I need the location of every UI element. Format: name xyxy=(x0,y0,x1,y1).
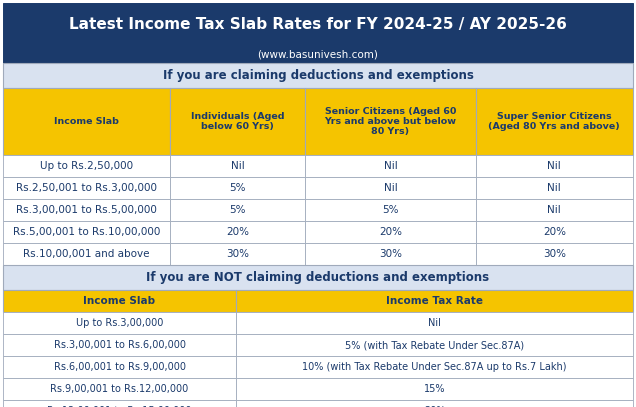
Bar xyxy=(170,221,305,243)
Bar xyxy=(170,243,305,265)
Text: 10% (with Tax Rebate Under Sec.87A up to Rs.7 Lakh): 10% (with Tax Rebate Under Sec.87A up to… xyxy=(302,362,567,372)
Text: 30%: 30% xyxy=(379,249,402,259)
Bar xyxy=(3,88,170,155)
Text: 20%: 20% xyxy=(424,406,445,407)
Text: Income Tax Rate: Income Tax Rate xyxy=(386,296,483,306)
Text: (www.basunivesh.com): (www.basunivesh.com) xyxy=(258,50,378,59)
Text: Nil: Nil xyxy=(231,161,245,171)
Text: Rs.12,00,001 to Rs.15,00,000: Rs.12,00,001 to Rs.15,00,000 xyxy=(47,406,192,407)
Bar xyxy=(3,177,170,199)
Text: 30%: 30% xyxy=(543,249,566,259)
Text: Nil: Nil xyxy=(548,183,561,193)
Bar xyxy=(305,88,476,155)
Text: Nil: Nil xyxy=(548,161,561,171)
Text: Rs.2,50,001 to Rs.3,00,000: Rs.2,50,001 to Rs.3,00,000 xyxy=(16,183,157,193)
Bar xyxy=(170,177,305,199)
Text: Income Slab: Income Slab xyxy=(83,296,156,306)
Bar xyxy=(476,177,633,199)
Text: Nil: Nil xyxy=(384,161,398,171)
Text: Nil: Nil xyxy=(428,318,441,328)
Text: Rs.9,00,001 to Rs.12,00,000: Rs.9,00,001 to Rs.12,00,000 xyxy=(50,384,189,394)
Bar xyxy=(305,177,476,199)
Text: Up to Rs.2,50,000: Up to Rs.2,50,000 xyxy=(40,161,133,171)
Bar xyxy=(3,46,633,63)
Bar xyxy=(3,3,633,46)
Bar xyxy=(476,221,633,243)
Bar xyxy=(236,356,633,378)
Bar xyxy=(3,290,236,312)
Text: 20%: 20% xyxy=(226,227,249,237)
Bar xyxy=(236,334,633,356)
Text: 15%: 15% xyxy=(424,384,445,394)
Text: 5%: 5% xyxy=(382,205,399,215)
Bar xyxy=(305,155,476,177)
Bar xyxy=(170,155,305,177)
Bar xyxy=(3,356,236,378)
Text: If you are claiming deductions and exemptions: If you are claiming deductions and exemp… xyxy=(163,69,473,82)
Text: Rs.3,00,001 to Rs.5,00,000: Rs.3,00,001 to Rs.5,00,000 xyxy=(16,205,157,215)
Text: Income Slab: Income Slab xyxy=(54,117,119,126)
Bar xyxy=(305,199,476,221)
Bar xyxy=(3,378,236,400)
Bar xyxy=(236,378,633,400)
Text: Super Senior Citizens
(Aged 80 Yrs and above): Super Senior Citizens (Aged 80 Yrs and a… xyxy=(488,112,620,131)
Bar xyxy=(3,312,236,334)
Bar xyxy=(3,400,236,407)
Text: Rs.10,00,001 and above: Rs.10,00,001 and above xyxy=(24,249,149,259)
Bar xyxy=(3,243,170,265)
Text: Rs.3,00,001 to Rs.6,00,000: Rs.3,00,001 to Rs.6,00,000 xyxy=(53,340,186,350)
Text: Nil: Nil xyxy=(548,205,561,215)
Bar xyxy=(236,312,633,334)
Bar xyxy=(305,221,476,243)
Bar xyxy=(3,265,633,290)
Bar xyxy=(305,243,476,265)
Text: 5%: 5% xyxy=(230,183,246,193)
Bar xyxy=(3,221,170,243)
Bar xyxy=(170,88,305,155)
Text: Senior Citizens (Aged 60
Yrs and above but below
80 Yrs): Senior Citizens (Aged 60 Yrs and above b… xyxy=(324,107,457,136)
Bar xyxy=(476,243,633,265)
Text: 20%: 20% xyxy=(543,227,566,237)
Text: 5% (with Tax Rebate Under Sec.87A): 5% (with Tax Rebate Under Sec.87A) xyxy=(345,340,524,350)
Bar xyxy=(3,199,170,221)
Bar xyxy=(236,400,633,407)
Bar xyxy=(3,155,170,177)
Text: Rs.6,00,001 to Rs.9,00,000: Rs.6,00,001 to Rs.9,00,000 xyxy=(53,362,186,372)
Bar xyxy=(476,155,633,177)
Text: 5%: 5% xyxy=(230,205,246,215)
Text: 20%: 20% xyxy=(379,227,402,237)
Text: If you are NOT claiming deductions and exemptions: If you are NOT claiming deductions and e… xyxy=(146,271,490,284)
Text: 30%: 30% xyxy=(226,249,249,259)
Text: Rs.5,00,001 to Rs.10,00,000: Rs.5,00,001 to Rs.10,00,000 xyxy=(13,227,160,237)
Bar xyxy=(476,199,633,221)
Bar xyxy=(236,290,633,312)
Text: Up to Rs.3,00,000: Up to Rs.3,00,000 xyxy=(76,318,163,328)
Bar xyxy=(3,63,633,88)
Text: Latest Income Tax Slab Rates for FY 2024-25 / AY 2025-26: Latest Income Tax Slab Rates for FY 2024… xyxy=(69,17,567,32)
Bar xyxy=(476,88,633,155)
Bar xyxy=(170,199,305,221)
Text: Nil: Nil xyxy=(384,183,398,193)
Text: Individuals (Aged
below 60 Yrs): Individuals (Aged below 60 Yrs) xyxy=(191,112,284,131)
Bar xyxy=(3,334,236,356)
